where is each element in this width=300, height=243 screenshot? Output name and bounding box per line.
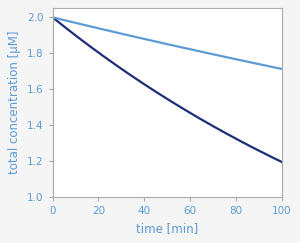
Y-axis label: total concentration [μM]: total concentration [μM] [8,31,21,174]
X-axis label: time [min]: time [min] [136,222,198,235]
